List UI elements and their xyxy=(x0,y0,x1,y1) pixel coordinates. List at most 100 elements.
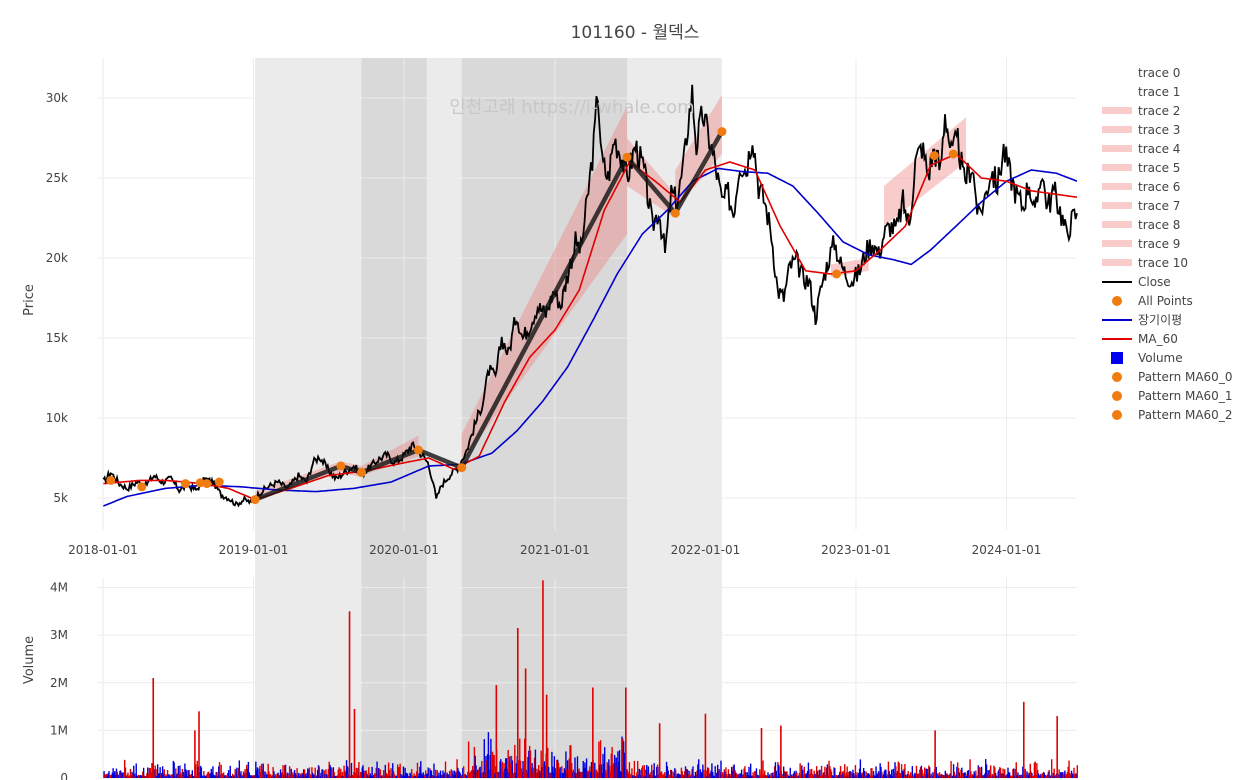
volume-bar xyxy=(224,775,227,778)
volume-bar xyxy=(1061,772,1064,778)
volume-bar xyxy=(111,772,114,778)
volume-bar xyxy=(153,769,156,778)
volume-bar xyxy=(1054,775,1056,778)
volume-bar xyxy=(802,775,805,778)
volume-bar xyxy=(459,773,462,778)
volume-bar xyxy=(429,768,431,778)
volume-bar xyxy=(464,774,467,778)
legend-label: trace 10 xyxy=(1138,256,1188,270)
legend-item[interactable]: Pattern MA60_1 xyxy=(1112,389,1232,403)
volume-bar xyxy=(815,774,817,778)
volume-bar xyxy=(597,773,599,778)
volume-bar xyxy=(329,764,331,778)
volume-bar xyxy=(714,766,716,778)
legend-item[interactable]: trace 8 xyxy=(1102,218,1180,232)
volume-spike-bar xyxy=(704,713,707,778)
volume-bar xyxy=(259,765,261,778)
volume-bar xyxy=(909,772,912,778)
volume-bar xyxy=(484,773,486,778)
legend-item[interactable]: 장기이평 xyxy=(1102,313,1182,327)
legend-item[interactable]: trace 1 xyxy=(1138,85,1180,99)
legend-item[interactable]: trace 4 xyxy=(1102,142,1180,156)
volume-bar xyxy=(474,755,476,778)
volume-bar xyxy=(777,762,779,778)
volume-bar xyxy=(853,775,856,778)
volume-bar xyxy=(654,775,656,778)
volume-bar xyxy=(1051,776,1054,778)
volume-bar xyxy=(914,772,916,778)
legend-item[interactable]: All Points xyxy=(1112,294,1193,308)
volume-bar xyxy=(509,763,512,778)
volume-bar xyxy=(858,768,861,778)
volume-bar xyxy=(966,770,969,778)
volume-bar xyxy=(603,747,606,778)
volume-bar xyxy=(340,768,342,778)
legend-item[interactable]: trace 0 xyxy=(1138,66,1180,80)
volume-bar xyxy=(326,774,328,778)
volume-bar xyxy=(398,766,401,778)
volume-bar xyxy=(975,775,978,778)
volume-bar xyxy=(104,774,106,778)
x-tick-label: 2018-01-01 xyxy=(68,543,138,557)
volume-bar xyxy=(649,774,651,778)
volume-bar xyxy=(1065,774,1068,778)
volume-bar xyxy=(896,771,899,778)
volume-bar xyxy=(103,771,105,778)
volume-bar xyxy=(293,774,295,778)
volume-bar xyxy=(778,773,781,778)
volume-bar xyxy=(642,775,645,778)
volume-bar xyxy=(874,775,876,778)
volume-bar xyxy=(969,759,971,778)
volume-bar xyxy=(1052,772,1055,778)
volume-bar xyxy=(734,770,736,778)
volume-bar xyxy=(585,767,587,778)
legend-item[interactable]: trace 7 xyxy=(1102,199,1180,213)
volume-bar xyxy=(747,775,749,778)
legend-item[interactable]: MA_60 xyxy=(1102,332,1178,346)
volume-bar xyxy=(770,773,772,778)
legend-item[interactable]: Volume xyxy=(1111,351,1183,365)
volume-bar xyxy=(523,767,525,778)
volume-bar xyxy=(944,770,947,778)
volume-bar xyxy=(965,773,967,778)
volume-bar xyxy=(361,767,363,778)
volume-bar xyxy=(470,771,472,778)
volume-bar xyxy=(430,770,433,778)
volume-bar xyxy=(236,775,239,778)
volume-bar xyxy=(756,774,758,778)
chart-title: 101160 - 월덱스 xyxy=(571,23,700,43)
volume-bar xyxy=(842,773,844,778)
legend-item[interactable]: Pattern MA60_2 xyxy=(1112,408,1232,422)
legend-item[interactable]: trace 5 xyxy=(1102,161,1180,175)
volume-bar xyxy=(189,774,192,778)
legend-item[interactable]: trace 9 xyxy=(1102,237,1180,251)
volume-bar xyxy=(133,773,136,778)
volume-bar xyxy=(392,763,394,778)
legend-item[interactable]: trace 2 xyxy=(1102,104,1180,118)
volume-bar xyxy=(406,773,409,778)
legend-label: Pattern MA60_2 xyxy=(1138,408,1232,422)
legend[interactable]: trace 0 trace 1 trace 2 trace 3 trace 4 trace… xyxy=(1102,66,1232,422)
legend-item[interactable]: trace 3 xyxy=(1102,123,1180,137)
volume-bar xyxy=(407,776,410,778)
volume-bar xyxy=(290,768,292,778)
volume-bar xyxy=(602,753,604,778)
volume-bar xyxy=(218,766,220,778)
legend-item[interactable]: trace 10 xyxy=(1102,256,1188,270)
volume-bar xyxy=(174,775,176,778)
volume-bar xyxy=(891,769,893,778)
volume-bar xyxy=(434,775,436,778)
volume-bar xyxy=(192,776,194,778)
volume-bar xyxy=(638,768,641,778)
volume-bar xyxy=(456,759,458,778)
legend-item[interactable]: Close xyxy=(1102,275,1171,289)
volume-bar xyxy=(451,773,453,778)
volume-bar xyxy=(991,773,994,778)
volume-bar xyxy=(467,741,470,778)
volume-bar xyxy=(923,773,925,778)
volume-bar xyxy=(1034,761,1036,778)
legend-item[interactable]: trace 6 xyxy=(1102,180,1180,194)
volume-bar xyxy=(950,761,952,778)
legend-item[interactable]: Pattern MA60_0 xyxy=(1112,370,1232,384)
volume-bar xyxy=(894,762,896,778)
